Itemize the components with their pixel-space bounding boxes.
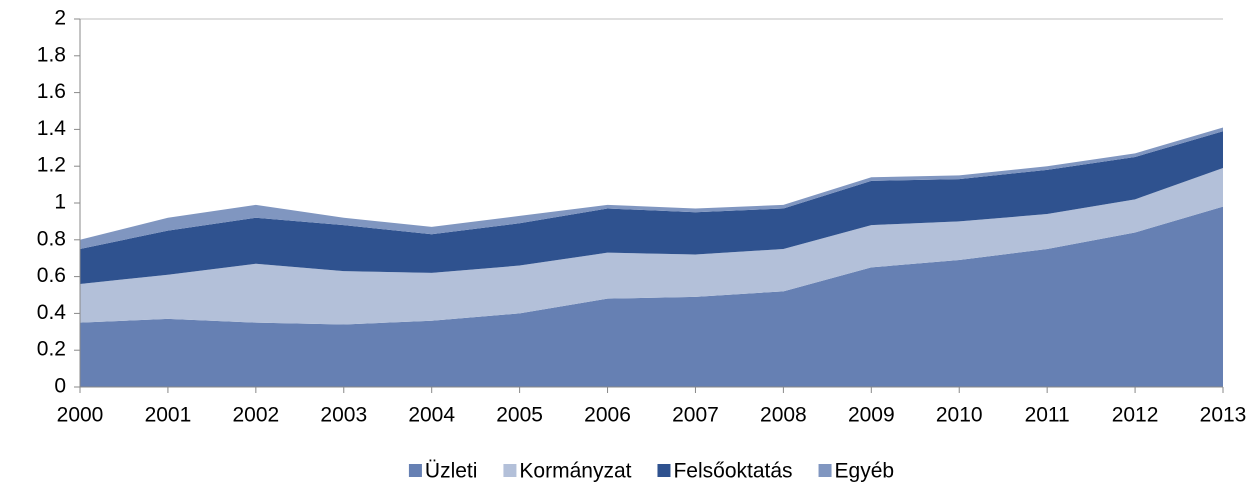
legend-swatch [657,464,671,477]
legend-label: Egyéb [835,460,895,483]
y-tick-label: 1.4 [37,117,67,140]
area [80,131,1223,284]
legend-swatch [818,464,832,477]
legend-label: Üzleti [425,460,478,483]
x-tick-label: 2001 [145,404,192,427]
legend-label: Kormányzat [519,460,631,483]
y-tick-label: 0.4 [37,301,67,324]
x-tick-label: 2004 [408,404,455,427]
legend-swatch [408,464,422,477]
x-tick-label: 2003 [320,404,367,427]
y-tick-label: 2 [54,7,66,30]
y-tick-label: 1.8 [37,43,66,66]
y-tick-label: 1.6 [37,80,66,103]
area [80,168,1223,325]
y-tick-label: 1 [54,191,66,214]
x-tick-label: 2002 [232,404,279,427]
legend-swatch [503,464,517,477]
x-tick-label: 2007 [672,404,719,427]
y-tick-label: 0 [54,375,66,398]
x-tick-label: 2011 [1025,404,1070,427]
y-tick-label: 1.2 [37,154,66,177]
x-tick-label: 2013 [1200,404,1247,427]
x-tick-label: 2006 [584,404,631,427]
y-tick-label: 0.2 [37,338,66,361]
y-tick-label: 0.8 [37,227,66,250]
x-tick-label: 2012 [1112,404,1159,427]
x-tick-label: 2010 [936,404,983,427]
x-tick-label: 2009 [848,404,895,427]
y-tick-label: 0.6 [37,264,66,287]
x-tick-label: 2000 [57,404,104,427]
legend-label: Felsőoktatás [673,460,792,483]
x-tick-label: 2005 [496,404,543,427]
x-tick-label: 2008 [760,404,807,427]
area [80,206,1223,387]
